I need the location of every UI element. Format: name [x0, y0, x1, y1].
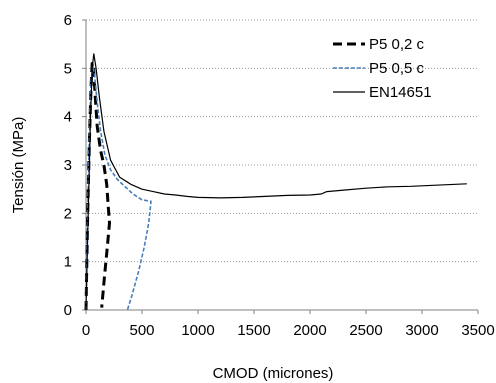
x-tick-label: 0: [82, 322, 90, 339]
x-tick-label: 3000: [405, 322, 438, 339]
axes: [82, 19, 479, 314]
x-tick-label: 2000: [293, 322, 326, 339]
y-tick-label: 3: [64, 157, 72, 174]
series-lines: [84, 53, 467, 311]
legend-label-1: P5 0,2 c: [369, 36, 425, 53]
grid-lines: [86, 19, 478, 263]
legend-label-3: EN14651: [369, 84, 432, 101]
y-tick-label: 6: [64, 12, 72, 29]
y-tick-label: 5: [64, 60, 72, 77]
series-line-1: [84, 62, 111, 311]
y-tick-label: 0: [64, 302, 72, 319]
y-tick-label: 4: [64, 109, 72, 126]
y-tick-label: 1: [64, 254, 72, 271]
y-tick-label: 2: [64, 205, 72, 222]
x-tick-label: 500: [129, 322, 154, 339]
x-tick-label: 1000: [181, 322, 214, 339]
legend: P5 0,2 c P5 0,5 c EN14651: [333, 36, 432, 101]
x-tick-label: 1500: [237, 322, 270, 339]
x-tick-label: 2500: [349, 322, 382, 339]
series-line-3: [85, 53, 467, 311]
tick-labels: 0 1 2 3 4 5 6 0 500 1000 1500 2000 2500 3000 3500: [64, 12, 495, 339]
legend-label-2: P5 0,5 c: [369, 60, 425, 77]
x-tick-label: 3500: [461, 322, 494, 339]
x-axis-label: CMOD (micrones): [213, 365, 334, 382]
y-axis-label: Tensión (MPa): [10, 117, 27, 214]
